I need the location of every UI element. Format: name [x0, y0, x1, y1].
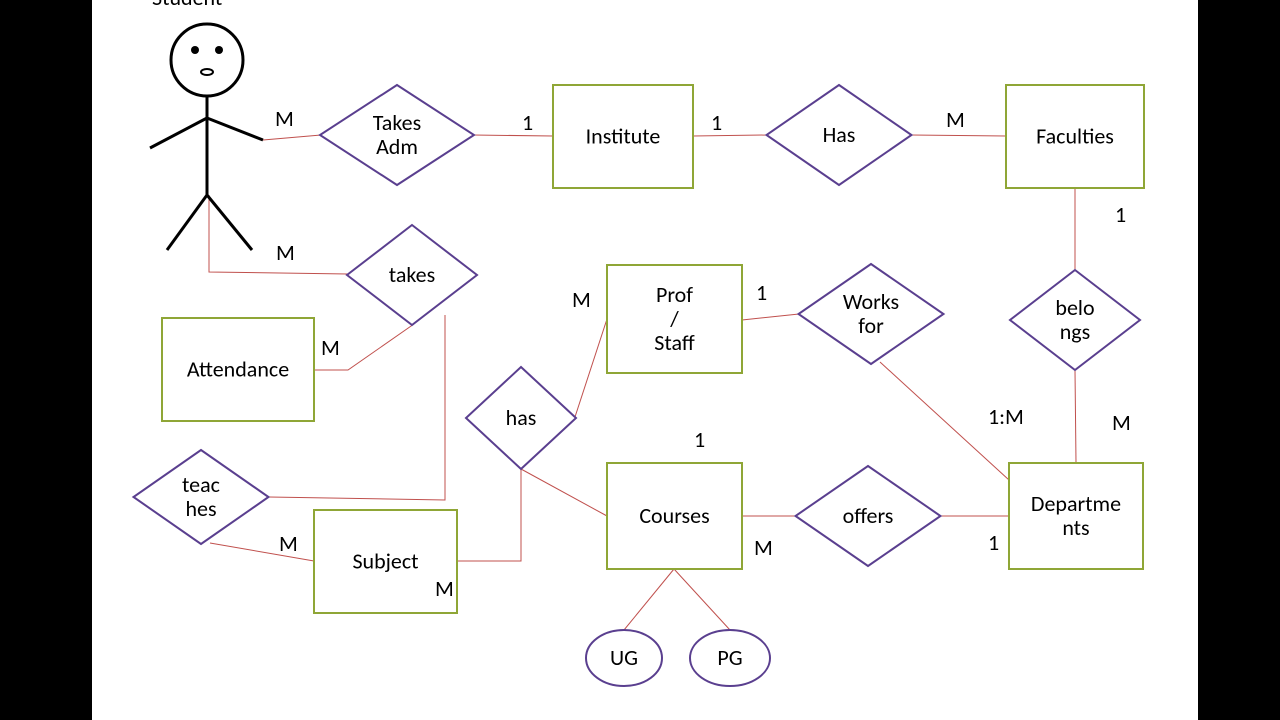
cardinality: M [754, 534, 773, 561]
cardinality: 1 [711, 109, 722, 136]
cardinality: M [1112, 409, 1131, 436]
svg-text:hes: hes [185, 495, 216, 522]
svg-text:Faculties: Faculties [1036, 123, 1114, 150]
entity-departments: Departments [1009, 463, 1143, 569]
svg-text:Institute: Institute [586, 123, 661, 150]
cardinality: M [572, 286, 591, 313]
svg-text:Attendance: Attendance [187, 356, 289, 383]
cardinality: 1 [522, 109, 533, 136]
svg-text:ngs: ngs [1060, 318, 1091, 345]
cardinality: M [276, 239, 295, 266]
svg-text:has: has [506, 404, 537, 431]
svg-text:offers: offers [843, 502, 894, 529]
entity-profstaff: Prof/Staff [607, 265, 742, 373]
cardinality: 1 [1115, 201, 1126, 228]
cardinality: 1 [988, 529, 999, 556]
svg-text:PG: PG [717, 644, 742, 671]
svg-text:Departme: Departme [1031, 490, 1121, 517]
entity-institute: Institute [553, 85, 693, 188]
svg-text:Subject: Subject [352, 548, 418, 575]
svg-text:teac: teac [182, 471, 220, 498]
entity-faculties: Faculties [1006, 85, 1144, 188]
svg-text:Works: Works [843, 288, 899, 315]
cardinality: 1 [756, 279, 767, 306]
cardinality: 1 [694, 426, 705, 453]
svg-text:belo: belo [1055, 294, 1094, 321]
svg-text:Prof: Prof [656, 281, 693, 308]
cardinality: M [946, 106, 965, 133]
title: Student [152, 0, 222, 11]
subtype-pg: PG [690, 630, 770, 686]
cardinality: M [321, 334, 340, 361]
cardinality: M [279, 530, 298, 557]
svg-text:Has: Has [823, 121, 856, 148]
svg-text:UG: UG [610, 644, 638, 671]
svg-text:Staff: Staff [654, 329, 695, 356]
right-bar [1198, 0, 1280, 720]
er-diagram: Student Institute Faculties Attendance Prof/… [0, 0, 1280, 720]
entity-courses: Courses [607, 463, 742, 569]
cardinality: 1:M [988, 403, 1024, 430]
cardinality: M [435, 575, 454, 602]
svg-text:nts: nts [1062, 514, 1089, 541]
entity-attendance: Attendance [162, 318, 314, 421]
subtype-ug: UG [586, 630, 662, 686]
left-bar [0, 0, 92, 720]
svg-text:Courses: Courses [639, 502, 709, 529]
svg-text:takes: takes [389, 261, 435, 288]
svg-text:for: for [858, 312, 884, 339]
svg-text:Takes: Takes [373, 109, 421, 136]
svg-text:Adm: Adm [376, 133, 418, 160]
cardinality: M [275, 105, 294, 132]
svg-text:/: / [669, 305, 679, 332]
